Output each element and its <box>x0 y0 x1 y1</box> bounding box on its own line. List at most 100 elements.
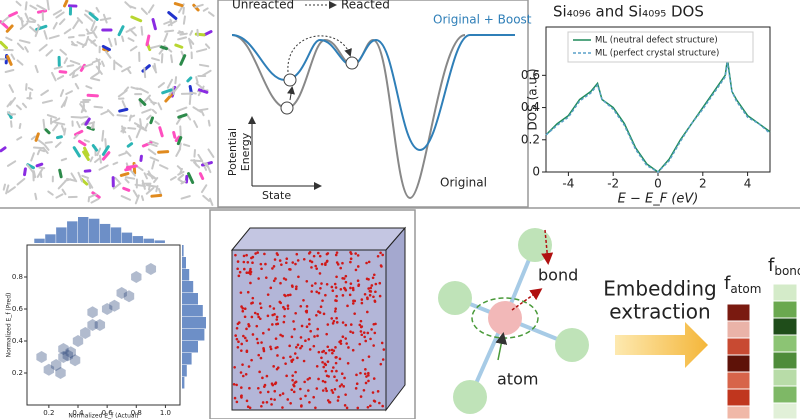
particle <box>308 400 311 404</box>
molecule-bond <box>86 93 99 98</box>
particle <box>281 392 285 395</box>
particle <box>276 253 279 257</box>
x-tick-label: 1.0 <box>160 409 171 417</box>
particle <box>238 270 242 274</box>
particle <box>314 282 317 285</box>
particle <box>344 323 348 327</box>
particle <box>349 330 352 333</box>
molecule-bond <box>189 30 194 36</box>
molecule-bond <box>79 115 89 119</box>
particle <box>319 287 322 290</box>
particle <box>324 351 328 355</box>
particle <box>308 322 311 326</box>
molecule-bond <box>63 96 68 107</box>
particle <box>274 337 278 340</box>
molecule-bond <box>36 9 48 14</box>
molecule-bond <box>34 132 40 142</box>
original-label: Original <box>440 176 487 190</box>
particle <box>291 261 295 264</box>
particle <box>335 294 338 298</box>
molecule-bond <box>177 173 185 180</box>
molecule-bond <box>59 89 65 98</box>
molecule-bond <box>15 104 22 111</box>
molecule-bond <box>77 139 87 147</box>
molecule-bond <box>39 170 43 179</box>
molecule-bond <box>30 135 37 141</box>
particle <box>290 360 294 363</box>
molecule-bond <box>122 186 131 192</box>
molecule-bond <box>61 188 67 196</box>
molecule-bond <box>91 144 99 152</box>
molecule-bond <box>182 15 186 25</box>
particle <box>269 347 273 351</box>
particle <box>334 286 338 289</box>
particle <box>365 277 369 281</box>
molecule-bond <box>104 50 112 59</box>
particle <box>343 376 346 380</box>
particle <box>305 309 309 313</box>
particle <box>280 263 283 266</box>
particle <box>326 252 330 255</box>
particle <box>289 401 292 405</box>
hexbin <box>145 263 157 275</box>
particle <box>344 274 348 278</box>
particle <box>347 346 350 349</box>
molecule-bond <box>167 11 178 20</box>
particle <box>237 274 241 278</box>
particle <box>258 370 261 374</box>
particle <box>358 342 362 346</box>
molecule-bond <box>190 159 203 163</box>
particle <box>303 380 306 384</box>
reacted-label: Reacted <box>341 0 390 12</box>
particle <box>341 261 344 265</box>
particle <box>312 344 316 348</box>
particle <box>344 393 347 396</box>
molecule-bond <box>41 99 53 104</box>
molecule-bond <box>42 118 46 131</box>
particle <box>273 398 276 401</box>
cube-face <box>231 249 387 411</box>
particle <box>376 254 380 258</box>
molecule-bond <box>53 65 63 70</box>
molecule-bond <box>170 54 174 64</box>
particle <box>266 314 270 318</box>
particle <box>299 387 302 391</box>
molecule-bond <box>151 160 156 170</box>
particle <box>353 312 356 315</box>
molecule-bond <box>194 3 204 9</box>
particle <box>330 317 334 320</box>
particle <box>368 289 372 293</box>
particle <box>257 277 260 280</box>
molecule-bond <box>176 106 188 113</box>
particle <box>345 342 348 345</box>
arrow-label: extraction <box>609 300 710 324</box>
molecule-bond <box>154 120 160 126</box>
molecule-bond <box>0 146 7 153</box>
molecule-bond <box>205 162 212 174</box>
molecule-bond <box>50 71 57 82</box>
y-hist-bar <box>182 365 187 377</box>
particle <box>325 332 328 336</box>
molecule-bond <box>94 157 102 163</box>
molecule-bond <box>147 148 157 156</box>
molecule-bond <box>149 44 161 50</box>
molecule-bond <box>91 41 98 47</box>
molecule-bond <box>90 72 100 79</box>
particle <box>257 315 260 319</box>
hexbin <box>131 271 142 283</box>
particle <box>276 354 279 357</box>
particle <box>321 389 325 392</box>
molecule-bond <box>95 57 102 65</box>
molecule-bond <box>160 53 164 64</box>
molecule-bond <box>34 64 39 74</box>
hexbin <box>58 351 69 363</box>
particle <box>242 334 245 338</box>
molecule-bond <box>63 127 67 136</box>
molecule-bond <box>144 123 149 131</box>
particle <box>351 286 355 290</box>
molecule-bond <box>35 162 44 168</box>
molecule-bond <box>164 29 175 33</box>
particle <box>336 399 340 402</box>
legend-box <box>567 31 754 63</box>
molecule-bond <box>43 30 48 40</box>
